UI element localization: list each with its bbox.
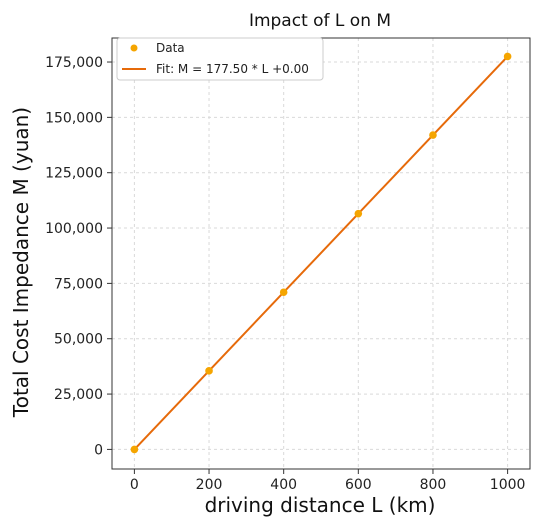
x-tick-label: 0	[130, 477, 139, 493]
data-point	[354, 209, 363, 218]
legend-label-data: Data	[156, 41, 185, 55]
chart-title: Impact of L on M	[249, 11, 391, 31]
fit-line-layer	[133, 55, 509, 451]
x-tick-label: 400	[270, 477, 297, 493]
legend: Data Fit: M = 177.50 * L +0.00	[116, 37, 324, 81]
y-tick-label: 150,000	[45, 110, 103, 126]
y-tick-label: 0	[94, 442, 103, 458]
x-tick-label: 800	[420, 477, 447, 493]
data-points-layer	[130, 52, 512, 454]
legend-marker-data	[130, 44, 138, 52]
x-tick-label: 200	[196, 477, 223, 493]
data-point	[429, 131, 437, 139]
data-point	[503, 52, 512, 61]
y-tick-label: 25,000	[54, 387, 103, 403]
y-axis-title: Total Cost Impedance M (yuan)	[9, 107, 33, 418]
legend-label-fit: Fit: M = 177.50 * L +0.00	[156, 62, 309, 76]
axis-ticks: 0 200 400 600 800 1000 0 25,000 50,000 75,000 100,…	[45, 55, 525, 493]
fit-line	[133, 55, 509, 451]
data-point	[205, 367, 213, 375]
x-axis-title: driving distance L (km)	[205, 493, 436, 517]
x-tick-label: 600	[345, 477, 372, 493]
y-tick-label: 125,000	[45, 166, 103, 182]
data-point	[130, 445, 139, 454]
y-tick-label: 50,000	[54, 332, 103, 348]
x-tick-label: 1000	[490, 477, 526, 493]
legend-box	[116, 37, 324, 81]
y-tick-label: 100,000	[45, 221, 103, 237]
y-tick-label: 75,000	[54, 276, 103, 292]
data-point	[279, 288, 288, 297]
y-tick-label: 175,000	[45, 55, 103, 71]
grid	[112, 38, 530, 469]
